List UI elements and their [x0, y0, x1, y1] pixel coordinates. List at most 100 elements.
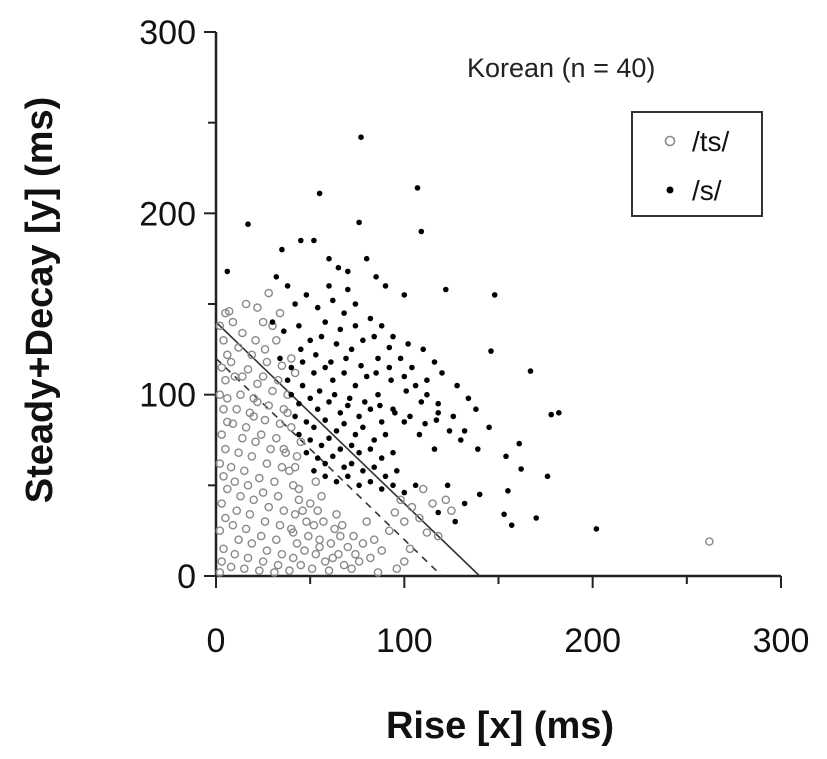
data-point	[337, 446, 344, 452]
data-point	[508, 522, 515, 528]
data-point	[222, 393, 232, 403]
data-point	[262, 459, 272, 468]
data-point	[476, 491, 483, 498]
data-point	[316, 388, 323, 394]
data-point	[358, 134, 364, 140]
data-point	[401, 292, 408, 298]
data-point	[307, 395, 314, 402]
data-point	[544, 473, 551, 480]
data-point	[236, 390, 245, 400]
data-point	[288, 553, 298, 563]
data-point	[367, 446, 374, 452]
data-point	[356, 482, 362, 489]
data-point	[345, 286, 351, 293]
data-point	[326, 435, 332, 442]
data-point	[311, 237, 317, 244]
data-point	[219, 335, 228, 345]
data-point	[288, 364, 295, 371]
data-point	[416, 431, 423, 438]
data-point	[392, 564, 402, 574]
data-point	[221, 375, 230, 385]
data-point	[298, 506, 307, 516]
data-point	[384, 526, 394, 536]
data-point	[232, 506, 241, 516]
data-point	[435, 400, 442, 407]
data-point	[279, 444, 289, 454]
data-point	[275, 419, 285, 429]
data-point	[239, 564, 249, 574]
data-point	[533, 515, 539, 521]
data-point	[322, 473, 329, 480]
data-point	[486, 424, 492, 431]
data-point	[475, 446, 481, 452]
data-point	[226, 562, 236, 572]
data-point	[503, 453, 509, 460]
data-point	[705, 537, 714, 546]
data-point	[264, 288, 274, 298]
data-point	[491, 292, 498, 298]
data-point	[399, 557, 409, 566]
data-point	[343, 355, 349, 362]
data-point	[386, 364, 393, 371]
data-point	[351, 549, 360, 559]
data-point	[258, 488, 268, 497]
data-point	[239, 466, 249, 476]
data-point	[418, 399, 425, 405]
data-point	[234, 448, 243, 458]
data-point	[307, 437, 314, 443]
data-point	[296, 400, 302, 407]
data-point	[352, 301, 359, 307]
data-point	[358, 539, 368, 548]
data-point	[435, 509, 442, 516]
data-point	[392, 410, 398, 416]
data-point	[311, 549, 321, 559]
data-point	[273, 274, 280, 280]
data-point	[326, 255, 332, 262]
data-point	[275, 520, 285, 530]
data-point	[217, 557, 226, 566]
data-point	[401, 419, 408, 425]
data-point	[424, 391, 430, 398]
x-axis-title: Rise [x] (ms)	[386, 705, 614, 747]
data-point	[277, 549, 287, 559]
data-point	[215, 390, 225, 400]
data-point	[352, 431, 359, 438]
data-point	[367, 315, 374, 322]
data-point	[290, 368, 300, 378]
data-point	[501, 511, 507, 518]
data-point	[473, 406, 479, 413]
data-point	[296, 437, 306, 447]
data-point	[414, 185, 421, 191]
data-point	[290, 462, 300, 472]
data-point	[294, 484, 304, 494]
data-point	[243, 480, 253, 490]
data-point	[281, 328, 287, 335]
data-point	[243, 553, 253, 563]
data-point	[314, 455, 321, 461]
data-point	[335, 264, 342, 271]
data-point	[390, 333, 396, 340]
data-point	[260, 344, 270, 354]
data-point	[256, 430, 266, 439]
data-point	[358, 362, 364, 369]
data-point	[271, 535, 281, 545]
data-point	[420, 346, 427, 353]
data-point	[241, 422, 251, 432]
data-point	[302, 517, 311, 526]
data-point	[424, 377, 430, 384]
data-point	[222, 417, 232, 427]
data-point	[347, 564, 356, 574]
data-point	[428, 499, 437, 508]
data-point	[367, 406, 374, 413]
data-point	[314, 304, 321, 311]
data-point	[330, 297, 336, 304]
data-point	[337, 326, 344, 333]
data-point	[345, 268, 351, 275]
data-point	[322, 319, 329, 325]
data-point	[247, 539, 257, 548]
data-points	[215, 134, 714, 577]
data-point	[341, 310, 347, 316]
data-point	[234, 343, 243, 352]
data-point	[284, 283, 291, 289]
data-point	[277, 462, 287, 472]
